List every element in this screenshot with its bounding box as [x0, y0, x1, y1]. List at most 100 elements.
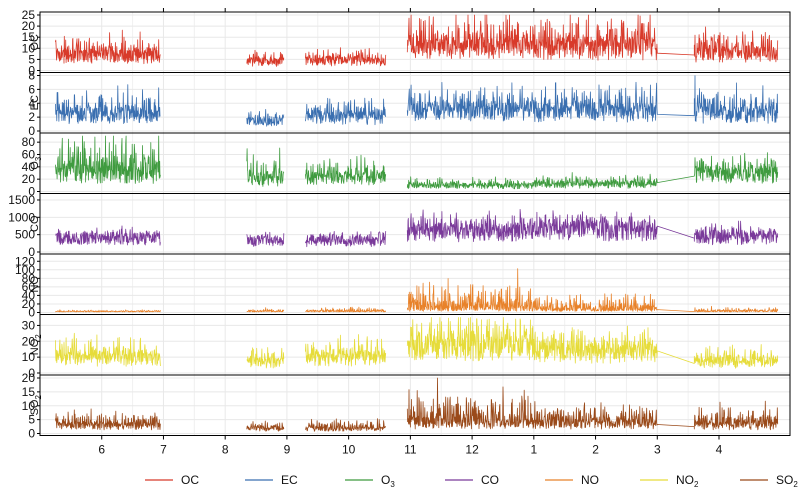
y-tick-label: 0: [28, 427, 35, 441]
panel-label: OC: [29, 34, 41, 51]
y-tick-label: 6: [28, 82, 35, 96]
y-tick-label: 20: [22, 19, 36, 33]
panel-frame: [39, 11, 791, 73]
y-tick-label: 60: [22, 280, 36, 294]
series-line-oc: [55, 14, 779, 67]
x-tick-label: 2: [592, 443, 599, 457]
legend-label-subscript: 2: [793, 480, 798, 489]
series-line-ec: [55, 75, 779, 127]
y-tick-label: 40: [22, 288, 36, 302]
x-tick-label: 9: [284, 443, 291, 457]
y-tick-label: 20: [22, 172, 36, 186]
panel-label-main: EC: [29, 95, 41, 110]
panel-label-main: CO: [29, 215, 41, 232]
x-tick-label: 10: [342, 443, 356, 457]
legend-label-subscript: 3: [390, 480, 395, 489]
y-tick-label: 15: [22, 30, 36, 44]
panel-label: NO2: [29, 334, 43, 356]
panel-co: 0 500 1000 1500 CO: [8, 193, 791, 259]
legend-label-ec: EC: [281, 473, 298, 487]
y-tick-label: 0: [28, 366, 35, 380]
series-line-co: [55, 209, 779, 248]
panel-label-subscript: 2: [34, 334, 43, 339]
x-tick-label: 4: [716, 443, 723, 457]
legend-label-main: O: [381, 473, 390, 487]
y-tick-label: 60: [22, 148, 36, 162]
y-tick-label: 1500: [8, 193, 35, 207]
legend-label-main: SO: [776, 473, 793, 487]
panel-frame: [39, 253, 791, 315]
y-tick-label: 30: [22, 318, 36, 332]
y-tick-label: 100: [15, 263, 35, 277]
panel-label: SO2: [29, 395, 43, 416]
panel-no2: 0 10 20 30 NO2: [22, 314, 791, 380]
x-tick-label: 7: [160, 443, 167, 457]
y-tick-label: 20: [22, 371, 36, 385]
y-tick-label: 0: [28, 185, 35, 199]
legend-label-no: NO: [581, 473, 599, 487]
x-tick-label: 1: [530, 443, 537, 457]
x-tick-label: 3: [654, 443, 661, 457]
y-tick-label: 1000: [8, 210, 35, 224]
series-line-o3: [55, 135, 779, 190]
legend-label-oc: OC: [181, 473, 199, 487]
x-tick-label: 6: [98, 443, 105, 457]
y-tick-label: 0: [28, 124, 35, 138]
legend-label-main: NO: [676, 473, 694, 487]
y-tick-label: 80: [22, 271, 36, 285]
y-tick-label: 8: [28, 69, 35, 83]
legend-label-so2: SO2: [776, 473, 798, 489]
panel-label-subscript: 3: [34, 156, 43, 161]
legend-label-main: EC: [281, 473, 298, 487]
y-tick-label: 4: [28, 96, 35, 110]
y-tick-label: 0: [28, 245, 35, 259]
y-tick-label: 5: [28, 52, 35, 66]
panel-label-subscript: 2: [34, 395, 43, 400]
panel-label: NO: [29, 276, 41, 293]
legend-label-main: CO: [481, 473, 499, 487]
y-tick-label: 0: [28, 306, 35, 320]
y-tick-label: 40: [22, 160, 36, 174]
x-tick-label: 11: [404, 443, 417, 457]
panel-label-main: SO: [29, 399, 41, 415]
panel-label: EC: [29, 95, 41, 110]
y-tick-label: 5: [28, 413, 35, 427]
panel-label-main: O: [29, 161, 41, 170]
y-tick-label: 20: [22, 297, 36, 311]
y-tick-label: 10: [22, 41, 36, 55]
y-tick-label: 10: [22, 399, 36, 413]
panel-label-main: NO: [29, 338, 41, 355]
legend-label-main: NO: [581, 473, 599, 487]
x-axis: 6 7 8 9 10 11 12 1 2 3 4: [98, 8, 723, 457]
series-line-no: [55, 268, 779, 313]
series-line-so2: [55, 377, 779, 432]
panel-frame: [39, 193, 791, 255]
panel-label: O3: [29, 156, 43, 170]
x-tick-label: 12: [465, 443, 479, 457]
panel-label: CO: [29, 215, 41, 232]
legend: OC EC O3 CO NO NO2 SO2: [145, 473, 798, 489]
series-line-no2: [55, 317, 779, 369]
panel-label-main: OC: [29, 34, 41, 51]
y-tick-label: 15: [22, 385, 36, 399]
y-tick-label: 120: [15, 254, 35, 268]
panel-label-main: NO: [29, 276, 41, 293]
y-tick-label: 80: [22, 135, 36, 149]
y-tick-label: 20: [22, 334, 36, 348]
y-tick-label: 10: [22, 350, 36, 364]
x-tick-label: 8: [222, 443, 229, 457]
legend-label-subscript: 2: [694, 480, 699, 489]
y-tick-label: 500: [15, 228, 35, 242]
y-tick-label: 0: [28, 64, 35, 78]
panels-layer: 0510152025OC02468EC020406080O30500100015…: [8, 8, 791, 441]
legend-label-o3: O3: [381, 473, 395, 489]
y-tick-label: 2: [28, 110, 35, 124]
legend-label-no2: NO2: [676, 473, 699, 489]
legend-label-co: CO: [481, 473, 499, 487]
